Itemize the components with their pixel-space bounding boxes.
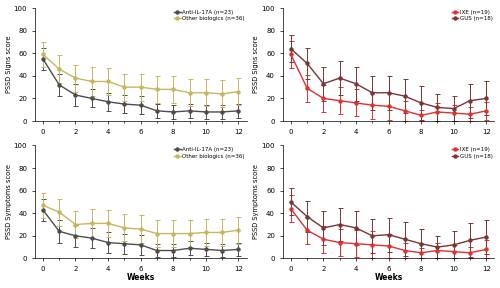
Y-axis label: PSSD Signs score: PSSD Signs score xyxy=(254,36,260,93)
Legend: Anti-IL-17A (n=23), Other biologics (n=36): Anti-IL-17A (n=23), Other biologics (n=3… xyxy=(174,9,246,22)
Legend: IXE (n=19), GUS (n=18): IXE (n=19), GUS (n=18) xyxy=(451,9,494,22)
X-axis label: Weeks: Weeks xyxy=(126,273,155,283)
Legend: IXE (n=19), GUS (n=18): IXE (n=19), GUS (n=18) xyxy=(451,147,494,159)
X-axis label: Weeks: Weeks xyxy=(374,273,402,283)
Y-axis label: PSSD Symptoms score: PSSD Symptoms score xyxy=(254,164,260,239)
Y-axis label: PSSD Signs score: PSSD Signs score xyxy=(6,36,12,93)
Y-axis label: PSSD Symptoms score: PSSD Symptoms score xyxy=(6,164,12,239)
Legend: Anti-IL-17A (n=23), Other biologics (n=36): Anti-IL-17A (n=23), Other biologics (n=3… xyxy=(174,147,246,159)
